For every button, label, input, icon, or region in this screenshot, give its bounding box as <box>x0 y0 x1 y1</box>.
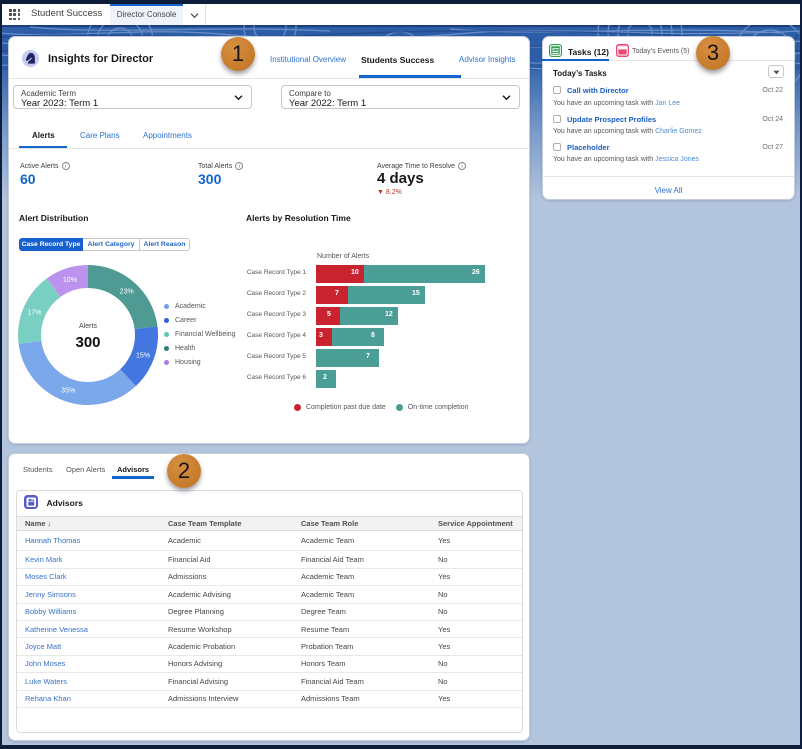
svg-text:23%: 23% <box>120 289 134 296</box>
svg-text:17%: 17% <box>27 309 41 316</box>
svg-text:15%: 15% <box>136 352 150 359</box>
svg-text:35%: 35% <box>61 388 75 395</box>
svg-text:10%: 10% <box>63 277 77 284</box>
